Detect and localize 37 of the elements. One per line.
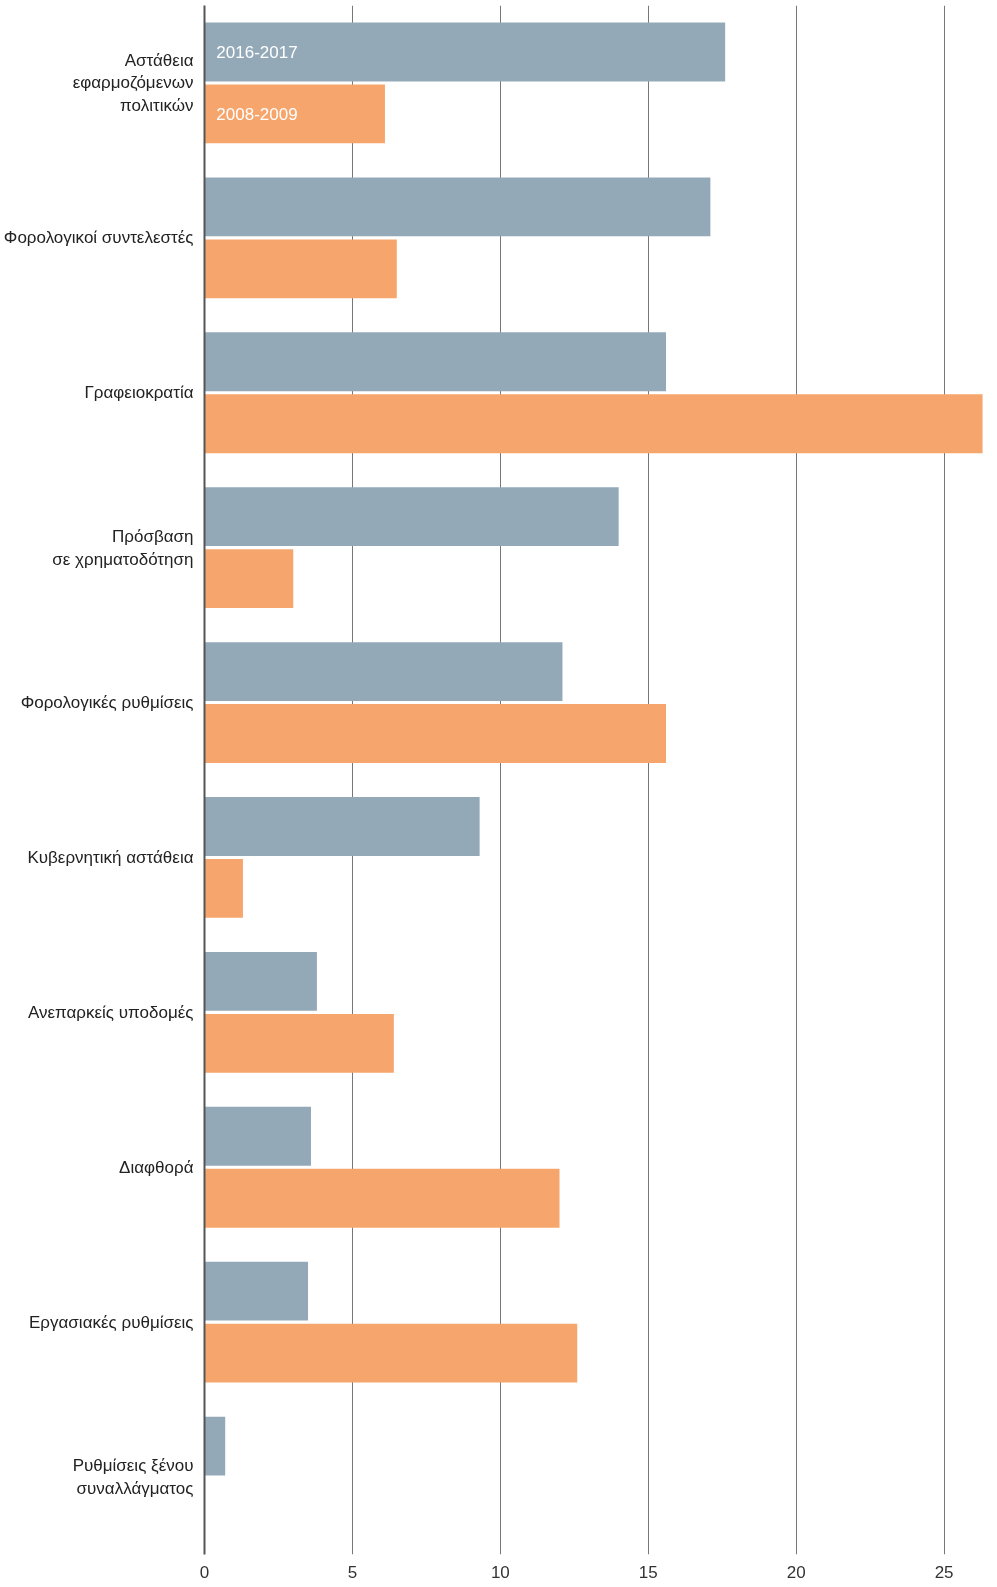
y-tick-label: Ανεπαρκείς υποδομές: [27, 1002, 194, 1022]
x-tick-label: 0: [199, 1562, 210, 1582]
y-tick-label: Ρυθμίσεις ξένου συναλλάγματος: [72, 1456, 194, 1498]
y-tick-label: Πρόσβαση σε χρηματοδότηση: [52, 526, 194, 569]
bar: [204, 394, 983, 454]
y-tick-label: Φορολογικές ρυθμίσεις: [20, 693, 194, 713]
bar: [204, 1168, 560, 1228]
bar: [204, 1261, 309, 1321]
y-tick-label: Γραφειοκρατία: [84, 383, 194, 403]
x-tick-label: 20: [786, 1562, 806, 1582]
x-tick-label: 15: [638, 1562, 658, 1582]
y-tick-label: Κυβερνητική αστάθεια: [27, 847, 194, 867]
bar: [204, 1013, 394, 1073]
bar: [204, 951, 317, 1011]
y-tick-label: Αστάθεια εφαρμοζόμενων πολιτικών: [72, 50, 194, 116]
bar: [204, 859, 243, 918]
bar: [204, 642, 563, 701]
bar: [204, 22, 726, 82]
x-tick-label: 25: [934, 1562, 954, 1582]
bar: [204, 1416, 226, 1476]
y-tick-label: Διαφθορά: [119, 1157, 194, 1177]
series-label: 2008-2009: [216, 104, 298, 124]
bar: [204, 177, 711, 237]
bar: [204, 1106, 311, 1166]
bar: [204, 84, 385, 144]
x-tick-label: 10: [490, 1562, 510, 1582]
series-label: 2016-2017: [216, 42, 298, 62]
bar: [204, 332, 666, 392]
bar: [204, 1323, 578, 1383]
bar: [204, 704, 666, 763]
bar: [204, 549, 294, 609]
x-tick-label: 5: [347, 1562, 358, 1582]
y-tick-label: Φορολογικοί συντελεστές: [3, 228, 194, 248]
bar: [204, 487, 619, 547]
bar: [204, 239, 397, 299]
bar: [204, 797, 480, 856]
y-tick-label: Εργασιακές ρυθμίσεις: [29, 1312, 194, 1332]
